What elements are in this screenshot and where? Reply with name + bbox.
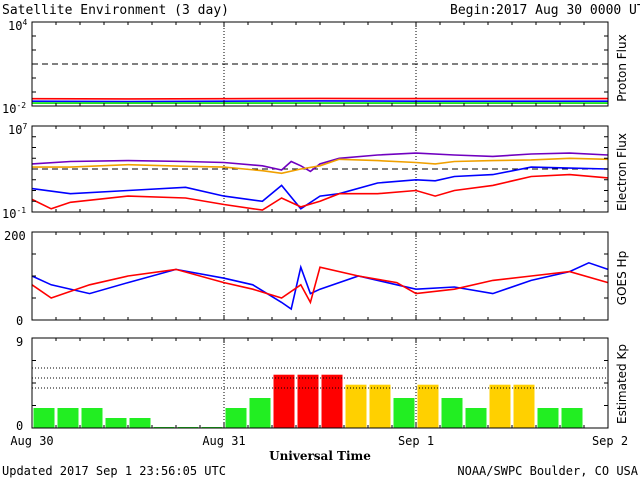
hp-ytick-bottom: 0 bbox=[16, 314, 23, 328]
proton-series-blue bbox=[31, 100, 608, 103]
kp-bar bbox=[81, 408, 103, 428]
proton-flux-ylabel: Proton Flux bbox=[615, 34, 629, 101]
proton-flux-panel bbox=[31, 21, 609, 107]
electron-series-purple bbox=[31, 152, 609, 173]
kp-bar bbox=[465, 408, 487, 428]
hp-series-red bbox=[31, 266, 609, 305]
kp-bar bbox=[489, 384, 511, 428]
xtick-sep1: Sep 1 bbox=[398, 434, 434, 448]
hp-series-blue bbox=[31, 261, 609, 311]
goes-hp-ylabel: GOES Hp bbox=[615, 251, 629, 305]
kp-bar bbox=[57, 408, 79, 428]
begin-label: Begin: bbox=[450, 3, 497, 18]
kp-ytick-bottom: 0 bbox=[16, 419, 23, 433]
hp-ytick-top: 200 bbox=[4, 229, 26, 243]
hp-frame bbox=[31, 231, 609, 321]
kp-bar bbox=[369, 384, 391, 428]
electron-ytick-top: 107 bbox=[8, 122, 27, 137]
updated-timestamp: Updated 2017 Sep 1 23:56:05 UTC bbox=[2, 464, 226, 478]
electron-series-red bbox=[31, 173, 609, 211]
electron-series-blue bbox=[31, 166, 609, 210]
x-axis-label: Universal Time bbox=[269, 449, 371, 463]
credit-text: NOAA/SWPC Boulder, CO USA bbox=[457, 464, 638, 478]
electron-ytick-bottom: 10-1 bbox=[2, 206, 26, 221]
kp-bar bbox=[273, 374, 295, 428]
kp-bar bbox=[537, 408, 559, 428]
electron-flux-panel bbox=[31, 125, 609, 213]
kp-bar bbox=[297, 374, 319, 428]
xtick-aug30: Aug 30 bbox=[10, 434, 53, 448]
kp-ytick-top: 9 bbox=[16, 335, 23, 349]
kp-bar bbox=[105, 418, 127, 428]
kp-bar bbox=[249, 398, 271, 428]
begin-value: 2017 Aug 30 0000 UTC bbox=[496, 3, 640, 18]
proton-series-red bbox=[31, 97, 608, 100]
kp-bar bbox=[225, 408, 247, 428]
proton-ytick-top: 104 bbox=[8, 18, 27, 33]
xtick-sep2: Sep 2 bbox=[592, 434, 628, 448]
kp-bar bbox=[441, 398, 463, 428]
electron-flux-ylabel: Electron Flux bbox=[615, 133, 629, 211]
proton-ytick-bottom: 10-2 bbox=[2, 101, 26, 116]
plot-title: Satellite Environment (3 day) bbox=[2, 3, 229, 18]
kp-bar bbox=[513, 384, 535, 428]
kp-bar bbox=[345, 384, 367, 428]
kp-bar bbox=[561, 408, 583, 428]
electron-series-orange bbox=[32, 157, 609, 175]
estimated-kp-panel bbox=[31, 337, 609, 429]
kp-bar bbox=[129, 418, 151, 428]
xtick-aug31: Aug 31 bbox=[202, 434, 245, 448]
goes-hp-panel bbox=[31, 231, 609, 321]
kp-bar bbox=[393, 398, 415, 428]
proton-frame bbox=[31, 21, 609, 107]
estimated-kp-ylabel: Estimated Kp bbox=[615, 344, 629, 424]
kp-bar bbox=[417, 384, 439, 428]
kp-bar bbox=[33, 408, 55, 428]
kp-bar bbox=[321, 374, 343, 428]
